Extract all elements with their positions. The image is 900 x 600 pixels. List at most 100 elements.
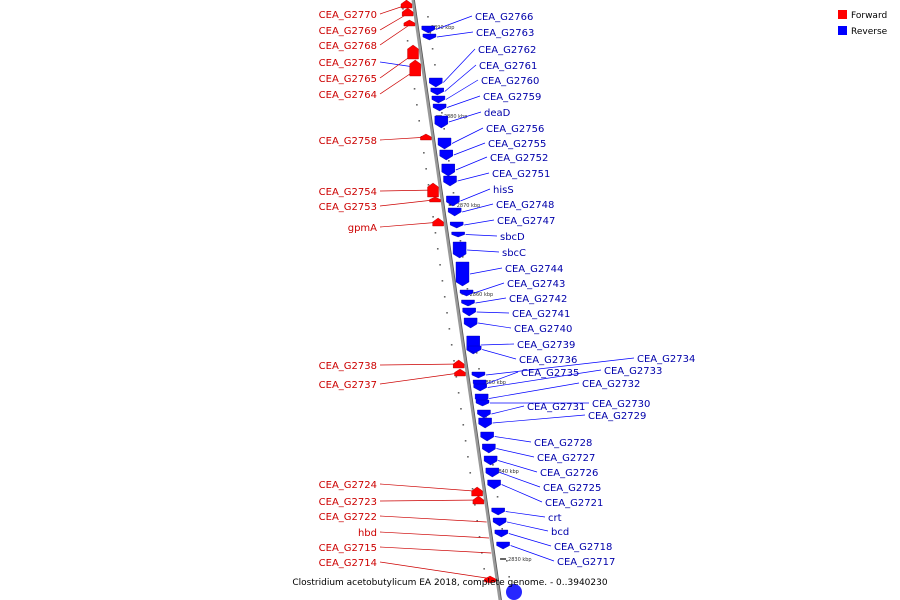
tick-mark — [425, 168, 427, 170]
gene-label-reverse: CEA_G2744 — [505, 264, 563, 275]
forward-gene-arrow — [484, 577, 496, 583]
reverse-gene-arrow — [437, 137, 452, 150]
tick-mark — [434, 64, 436, 66]
tick-mark — [467, 456, 469, 458]
tick-mark — [475, 352, 478, 354]
label-leader — [487, 369, 602, 388]
gene-label-reverse: CEA_G2748 — [496, 200, 554, 211]
gene-label-reverse: CEA_G2725 — [543, 483, 601, 494]
tick-mark — [466, 288, 469, 290]
forward-gene-arrows — [400, 0, 496, 583]
label-leader — [379, 22, 413, 46]
reverse-gene-arrow — [506, 584, 522, 600]
label-leader — [467, 249, 500, 253]
tick-mark — [496, 496, 499, 498]
label-leader — [492, 414, 586, 424]
label-leader — [460, 188, 491, 202]
reverse-gene-arrow — [475, 399, 490, 407]
legend-reverse-label: Reverse — [851, 27, 888, 37]
genome-backbone-shade — [414, 0, 502, 600]
reverse-gene-arrow — [485, 467, 500, 478]
forward-swatch — [838, 10, 847, 19]
gene-label-reverse: CEA_G2762 — [478, 45, 536, 56]
tick-mark — [432, 216, 434, 218]
gene-label-reverse: CEA_G2741 — [512, 309, 570, 320]
label-leader — [464, 219, 495, 226]
gene-label-reverse: CEA_G2752 — [490, 153, 548, 164]
gene-label-reverse: CEA_G2739 — [517, 340, 575, 351]
label-leader — [482, 349, 517, 360]
forward-gene-arrow — [427, 182, 439, 198]
gene-label-forward: CEA_G2767 — [319, 58, 377, 69]
label-leader — [505, 511, 546, 518]
tick-mark — [443, 296, 446, 298]
kbp-label: 2850 kbp — [482, 380, 506, 386]
forward-gene-arrow — [471, 486, 483, 497]
tick-mark — [441, 112, 443, 114]
label-leader — [473, 282, 505, 294]
reverse-gene-arrow — [446, 195, 460, 207]
gene-label-forward: hbd — [358, 528, 377, 539]
label-leader — [475, 297, 507, 304]
tick-mark — [448, 328, 451, 330]
reverse-gene-arrow — [487, 479, 501, 490]
tick-mark — [443, 128, 445, 130]
gene-label-reverse: CEA_G2735 — [521, 368, 579, 379]
gene-label-reverse: CEA_G2740 — [514, 324, 572, 335]
reverse-gene-arrow — [455, 261, 470, 287]
reverse-gene-arrow — [441, 163, 455, 177]
reverse-gene-arrow — [439, 149, 453, 161]
gene-label-reverse: deaD — [484, 108, 511, 119]
gene-label-reverse: CEA_G2732 — [582, 379, 640, 390]
reverse-gene-arrow — [492, 517, 507, 527]
label-leader — [491, 405, 525, 415]
reverse-gene-arrow — [430, 87, 444, 96]
reverse-gene-arrow — [478, 417, 492, 429]
label-leader — [435, 15, 473, 30]
gene-label-reverse: CEA_G2721 — [545, 498, 603, 509]
gene-label-reverse: CEA_G2747 — [497, 216, 555, 227]
tick-mark — [508, 576, 510, 578]
label-leader — [446, 95, 481, 108]
label-leader — [486, 371, 519, 384]
tick-mark — [434, 232, 437, 234]
gene-label-forward: gpmA — [348, 223, 377, 234]
label-leader — [498, 460, 538, 473]
tick-mark — [416, 104, 418, 106]
forward-gene-labels: CEA_G2770 CEA_G2769 CEA_G2768 CEA_G2767 CEA_… — [319, 10, 377, 569]
kbp-label: 2860 kbp — [470, 292, 494, 298]
kbp-label: 2840 kbp — [495, 469, 519, 475]
tick-mark — [501, 528, 503, 530]
reverse-gene-arrow — [422, 33, 437, 41]
label-leader — [478, 322, 512, 329]
gene-label-reverse: CEA_G2761 — [479, 61, 537, 72]
reverse-gene-arrow — [463, 317, 478, 329]
tick-mark — [492, 464, 494, 466]
label-leader — [496, 448, 535, 458]
reverse-gene-labels: CEA_G2766 CEA_G2763 CEA_G2762 CEA_G2761 CEA_… — [475, 12, 695, 568]
reverse-gene-arrow — [443, 175, 457, 187]
label-leader — [489, 382, 580, 399]
kbp-label: 2890 kbp — [431, 25, 455, 31]
gene-label-reverse: CEA_G2727 — [537, 453, 595, 464]
forward-gene-arrow — [420, 133, 432, 141]
reverse-gene-arrow — [462, 307, 476, 317]
tick-mark — [429, 32, 432, 34]
gene-label-reverse: CEA_G2766 — [475, 12, 533, 23]
label-leader — [457, 172, 490, 182]
kbp-label: 2880 kbp — [444, 114, 468, 120]
reverse-gene-arrow — [434, 115, 449, 129]
forward-gene-arrow — [454, 368, 466, 377]
gene-label-reverse: CEA_G2756 — [486, 124, 544, 135]
forward-gene-arrow — [432, 217, 444, 227]
label-leader — [507, 521, 549, 532]
reverse-gene-arrow — [496, 541, 510, 550]
gene-label-forward: CEA_G2714 — [319, 558, 377, 569]
gene-label-forward: CEA_G2765 — [319, 74, 377, 85]
gene-label-forward: CEA_G2724 — [319, 480, 377, 491]
tick-mark — [436, 248, 439, 250]
label-leader — [379, 515, 487, 523]
tick-mark — [427, 184, 430, 186]
gene-label-reverse: CEA_G2718 — [554, 542, 612, 553]
gene-label-forward: CEA_G2753 — [319, 202, 377, 213]
